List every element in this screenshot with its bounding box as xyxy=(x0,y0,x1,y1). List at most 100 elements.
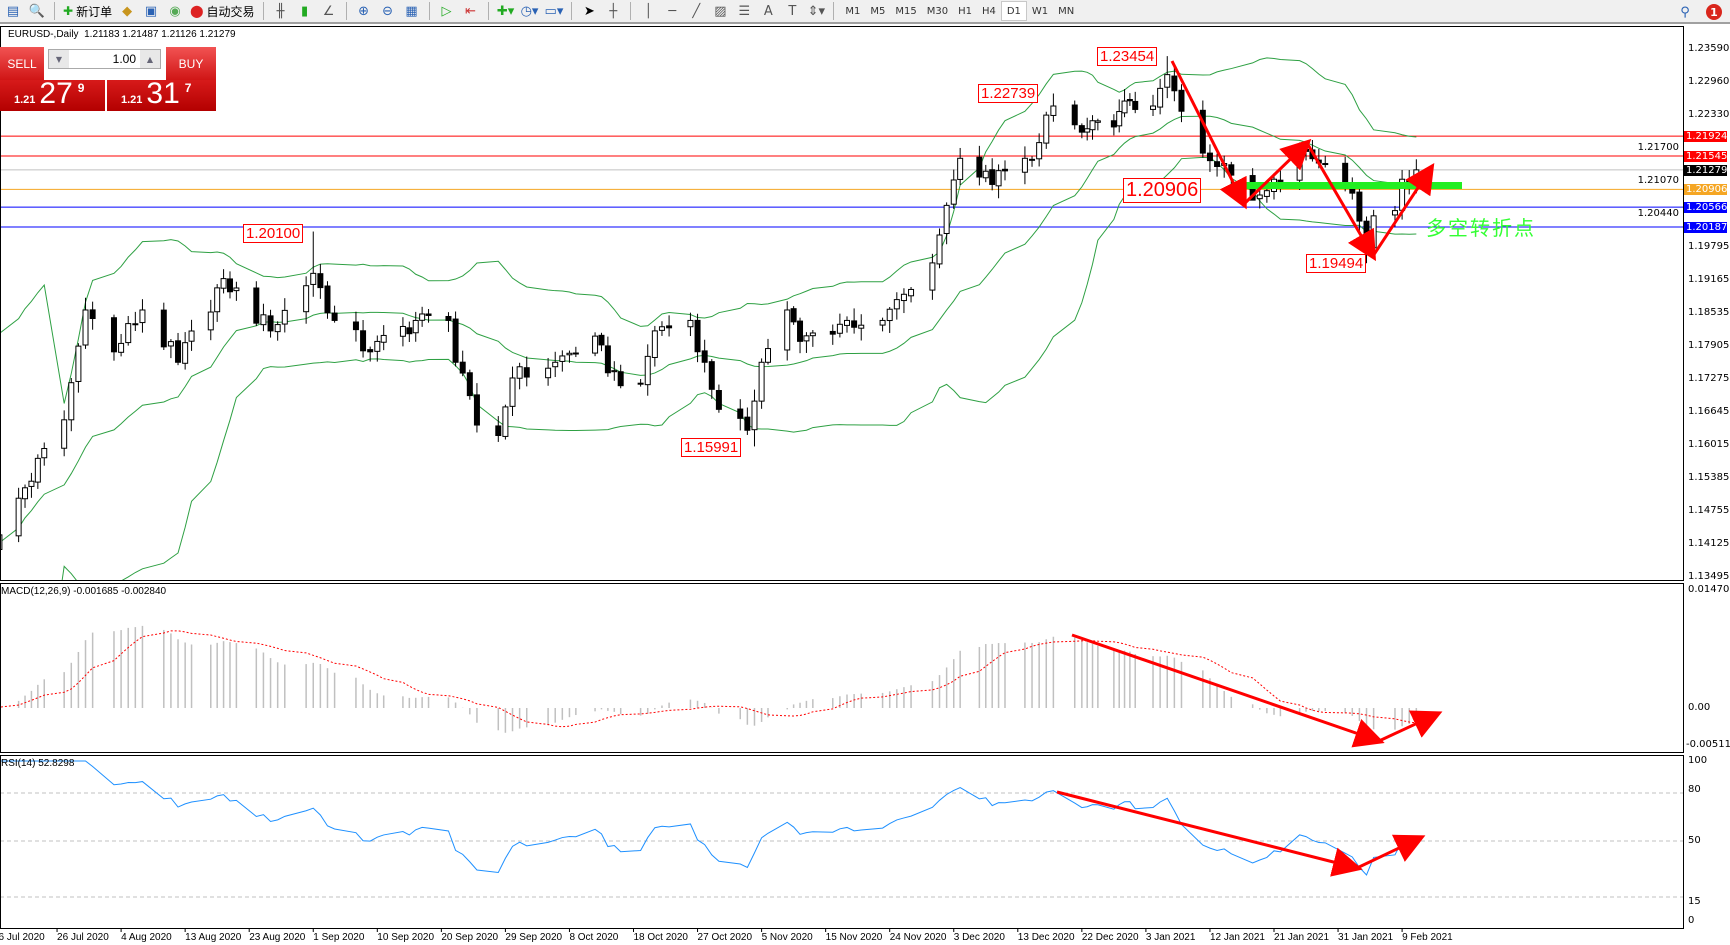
bull-candle xyxy=(886,308,893,322)
price-tick: 1.22960 xyxy=(1688,75,1730,87)
bull-candle xyxy=(214,287,221,313)
bull-candle xyxy=(858,324,865,329)
bull-candle xyxy=(687,319,694,328)
search-icon[interactable]: ⚲ xyxy=(1680,4,1690,20)
auto-scroll-icon[interactable]: ▷ xyxy=(441,3,452,19)
bear-candle xyxy=(1110,120,1117,128)
bear-candle xyxy=(331,312,338,321)
metaeditor-icon[interactable]: ◆ xyxy=(122,3,133,19)
timeframe-m1[interactable]: M1 xyxy=(845,5,861,17)
bear-candle xyxy=(1342,162,1349,185)
macd-axis-max: 0.014706 xyxy=(1688,584,1730,595)
bull-candle xyxy=(879,319,886,326)
bull-candle xyxy=(784,309,791,351)
lot-size-input[interactable]: 1.00 xyxy=(112,52,136,66)
date-tick-label: 20 Sep 2020 xyxy=(441,932,499,943)
candlestick-icon[interactable]: ▮ xyxy=(300,3,309,19)
bear-candle xyxy=(715,390,722,410)
bear-candle xyxy=(495,425,502,436)
line-chart-icon[interactable]: ∠ xyxy=(322,3,335,19)
bull-candle xyxy=(509,377,516,407)
new-order-button[interactable]: ✚ 新订单 xyxy=(61,1,114,21)
timeframe-d1[interactable]: D1 xyxy=(1000,1,1027,21)
bull-candle xyxy=(1050,105,1057,116)
sell-price-prefix: 1.21 xyxy=(14,94,36,106)
auto-trading-button[interactable]: ⬤ 自动交易 xyxy=(188,1,256,21)
sell-button[interactable]: SELL xyxy=(0,47,44,80)
rsi-arrow-up xyxy=(1356,834,1426,870)
bull-candle xyxy=(1094,120,1101,123)
lot-decrease-icon[interactable]: ▼ xyxy=(49,50,69,68)
bull-candle xyxy=(1263,190,1270,197)
date-tick-label: 3 Jan 2021 xyxy=(1145,932,1196,943)
vertical-line-icon[interactable]: │ xyxy=(644,3,653,19)
timeframe-w1[interactable]: W1 xyxy=(1031,5,1049,17)
bear-candle xyxy=(1171,75,1178,92)
bull-candle xyxy=(1089,120,1096,131)
horizontal-line-icon[interactable]: ─ xyxy=(668,3,677,19)
timeframe-m30[interactable]: M30 xyxy=(926,5,949,17)
crosshair-icon[interactable]: ┼ xyxy=(609,3,618,19)
text-icon[interactable]: A xyxy=(763,3,773,19)
bear-candle xyxy=(324,285,331,314)
arrows-icon[interactable]: ⇕▾ xyxy=(807,3,826,19)
zoom-out-icon[interactable]: ⊖ xyxy=(382,3,393,19)
bull-candle xyxy=(419,313,426,321)
timeframe-m5[interactable]: M5 xyxy=(870,5,886,17)
price-tick: 1.19165 xyxy=(1688,274,1730,286)
navigator-icon[interactable]: ▣ xyxy=(144,3,158,19)
new-order-label: 新订单 xyxy=(76,4,113,19)
buy-price[interactable]: 1.21 31 7 xyxy=(107,79,216,111)
main-chart-pane[interactable] xyxy=(0,26,1684,581)
sell-price[interactable]: 1.21 27 9 xyxy=(0,79,105,111)
chart-symbol: EURUSD-,Daily xyxy=(8,29,79,40)
lot-size-stepper[interactable]: ▼ 1.00 ▲ xyxy=(48,49,161,69)
periods-icon[interactable]: ◷▾ xyxy=(520,3,539,19)
chart-shift-icon[interactable]: ⇤ xyxy=(465,3,476,19)
macd-pane[interactable] xyxy=(0,583,1684,753)
bull-candle xyxy=(281,309,288,325)
bear-candle xyxy=(473,394,480,426)
bear-candle xyxy=(617,371,624,387)
lot-increase-icon[interactable]: ▲ xyxy=(140,50,160,68)
rsi-pane[interactable] xyxy=(0,755,1684,929)
bar-chart-icon[interactable]: ╫ xyxy=(276,3,285,19)
timeframe-h4[interactable]: H4 xyxy=(981,5,996,17)
chart-header: EURUSD-,Daily 1.21183 1.21487 1.21126 1.… xyxy=(8,29,236,40)
bull-candle xyxy=(658,326,665,331)
rsi-axis-80: 80 xyxy=(1688,784,1701,795)
rsi-axis-50: 50 xyxy=(1688,835,1701,846)
bull-candle xyxy=(68,382,75,421)
timeframe-m15[interactable]: M15 xyxy=(895,5,917,17)
macd-signal-line xyxy=(1,630,1417,728)
buy-button[interactable]: BUY xyxy=(166,47,216,80)
equidistant-channel-icon[interactable]: ▨ xyxy=(714,3,727,19)
date-tick-label: 13 Aug 2020 xyxy=(185,932,242,943)
new-chart-icon[interactable]: ▤ xyxy=(6,3,20,19)
bear-candle xyxy=(598,334,605,346)
indicators-icon[interactable]: ✚▾ xyxy=(496,3,515,19)
label-low-1-19494: 1.19494 xyxy=(1306,254,1367,273)
turning-point-note: 多空转折点 xyxy=(1426,216,1536,240)
timeframe-h1[interactable]: H1 xyxy=(958,5,972,17)
profiles-icon[interactable]: 🔍 xyxy=(28,3,46,19)
bear-candle xyxy=(253,287,260,324)
bull-candle xyxy=(637,382,644,385)
signals-icon[interactable]: ◉ xyxy=(169,3,181,19)
rsi-axis-100: 100 xyxy=(1688,755,1708,766)
bear-candle xyxy=(132,323,139,326)
zoom-in-icon[interactable]: ⊕ xyxy=(358,3,369,19)
arrow-up-2 xyxy=(1371,162,1435,257)
date-tick-label: 15 Nov 2020 xyxy=(825,932,883,943)
timeframe-mn[interactable]: MN xyxy=(1058,5,1075,17)
toolbar-right: ⚲ 1 xyxy=(1674,2,1722,22)
bull-candle xyxy=(1043,114,1050,144)
text-label-icon[interactable]: T xyxy=(788,3,797,19)
tile-windows-icon[interactable]: ▦ xyxy=(405,3,418,19)
trendline-icon[interactable]: ╱ xyxy=(692,3,701,19)
bull-candle xyxy=(1413,169,1420,183)
templates-icon[interactable]: ▭▾ xyxy=(544,3,564,19)
cursor-icon[interactable]: ➤ xyxy=(583,3,595,19)
notification-badge[interactable]: 1 xyxy=(1706,4,1722,20)
fibonacci-icon[interactable]: ☰ xyxy=(738,3,751,19)
